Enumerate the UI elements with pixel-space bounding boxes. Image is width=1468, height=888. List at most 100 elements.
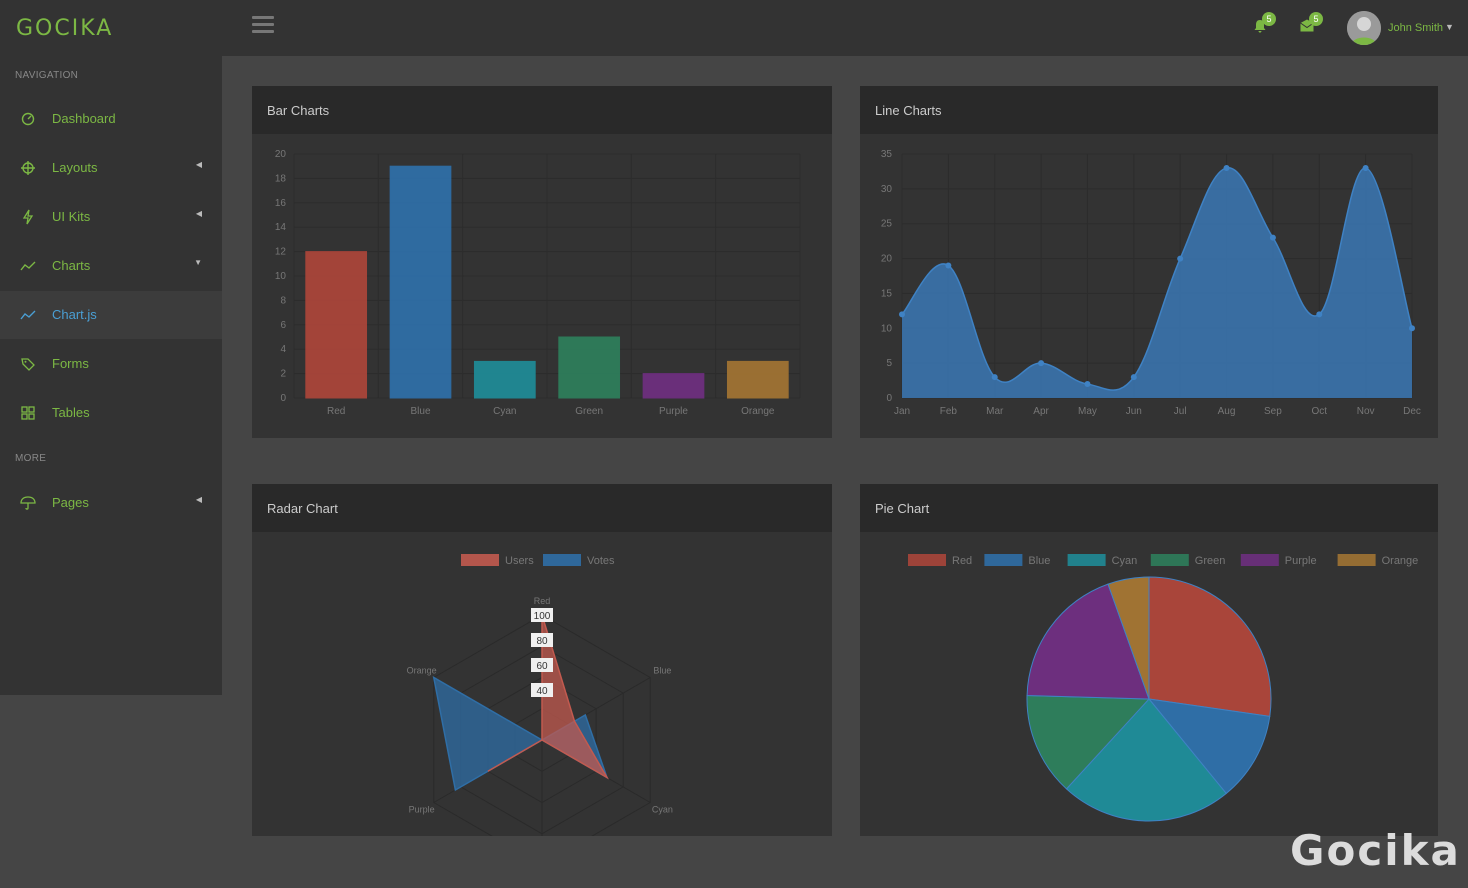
menu-toggle-button[interactable] bbox=[252, 16, 274, 34]
panel-title: Pie Chart bbox=[860, 484, 1438, 532]
x-tick-label: Purple bbox=[659, 406, 688, 417]
caret-down-icon[interactable]: ▼ bbox=[1445, 22, 1454, 32]
x-tick-label: Sep bbox=[1264, 406, 1282, 417]
sidebar-item-tables[interactable]: Tables bbox=[0, 389, 222, 437]
y-tick-label: 4 bbox=[280, 344, 286, 355]
y-tick-label: 12 bbox=[275, 247, 287, 258]
x-tick-label: Nov bbox=[1357, 406, 1375, 417]
x-tick-label: Feb bbox=[940, 406, 958, 417]
pie-slice bbox=[1065, 698, 1227, 822]
sidebar-item-label: Charts bbox=[52, 258, 91, 273]
y-tick-label: 18 bbox=[275, 173, 287, 184]
legend-swatch bbox=[908, 554, 946, 566]
legend-swatch bbox=[461, 554, 499, 566]
data-point bbox=[991, 374, 998, 381]
hamburger-line bbox=[252, 30, 274, 33]
line-chart: 0 5 10 15 20 25 30 35 Jan Feb Mar Apr May Jun Jul Aug Se… bbox=[881, 149, 1421, 417]
pie-chart: Red Blue Cyan Green Purple Orange bbox=[908, 554, 1419, 822]
x-tick-label: Jul bbox=[1174, 406, 1187, 417]
radar-tick-backdrop bbox=[531, 658, 553, 672]
panel-title: Line Charts bbox=[860, 86, 1438, 134]
bar-chart: 0 2 4 6 8 10 12 14 16 18 20 Red Blue Cyan Green Purple O… bbox=[275, 149, 801, 417]
sidebar-item-charts[interactable]: Charts ▼ bbox=[0, 242, 222, 290]
radar-chart-panel: Radar Chart UsersVotesRedBlueCyanGreenPu… bbox=[252, 484, 832, 836]
radar-axis-label: Cyan bbox=[652, 805, 673, 815]
tag-icon bbox=[21, 358, 35, 371]
legend-label: Red bbox=[952, 555, 972, 567]
sidebar-item-pages[interactable]: Pages ◀ bbox=[0, 479, 222, 527]
radar-tick-label: 40 bbox=[536, 686, 548, 697]
legend-label: Purple bbox=[1285, 555, 1317, 567]
y-tick-label: 14 bbox=[275, 222, 287, 233]
data-point bbox=[1362, 164, 1369, 171]
radar-tick-label: 80 bbox=[536, 636, 548, 647]
sidebar-item-label: Dashboard bbox=[52, 111, 116, 126]
grid-icon bbox=[21, 406, 35, 420]
data-point bbox=[1038, 360, 1045, 367]
y-tick-label: 10 bbox=[275, 271, 287, 282]
caret-left-icon: ◀ bbox=[195, 495, 202, 504]
caret-left-icon: ◀ bbox=[195, 209, 202, 218]
legend-label: Green bbox=[1195, 555, 1226, 567]
sidebar-item-layouts[interactable]: Layouts ◀ bbox=[0, 144, 222, 192]
bar bbox=[642, 373, 705, 399]
chart-icon bbox=[20, 310, 36, 320]
y-tick-label: 20 bbox=[881, 254, 893, 265]
sidebar-item-dashboard[interactable]: Dashboard bbox=[0, 95, 222, 143]
radar-tick-backdrop bbox=[531, 608, 553, 622]
legend-label: Votes bbox=[587, 555, 615, 567]
x-tick-label: Red bbox=[327, 406, 345, 417]
legend-swatch bbox=[1240, 554, 1279, 566]
y-tick-label: 15 bbox=[881, 288, 893, 299]
data-point bbox=[945, 262, 952, 269]
sidebar-item-ui-kits[interactable]: UI Kits ◀ bbox=[0, 193, 222, 241]
sidebar-item-chartjs[interactable]: Chart.js bbox=[0, 291, 222, 339]
radar-axis-label: Red bbox=[534, 596, 551, 606]
y-tick-label: 10 bbox=[881, 323, 893, 334]
bar bbox=[558, 336, 621, 399]
pie-slice bbox=[1107, 576, 1150, 700]
pie-slice bbox=[1148, 576, 1272, 717]
x-tick-label: Jun bbox=[1126, 406, 1142, 417]
sidebar-item-forms[interactable]: Forms bbox=[0, 340, 222, 388]
data-point bbox=[899, 311, 905, 318]
hamburger-line bbox=[252, 23, 274, 26]
user-menu-name[interactable]: John Smith bbox=[1388, 22, 1444, 34]
caret-left-icon: ◀ bbox=[195, 160, 202, 169]
bar bbox=[389, 165, 452, 399]
bar-chart-panel: Bar Charts 0 2 4 6 8 10 12 14 16 18 20 Red Blue Cyan G… bbox=[252, 86, 832, 438]
x-tick-label: Oct bbox=[1311, 406, 1327, 417]
pie-slice bbox=[1026, 695, 1151, 790]
data-point bbox=[1269, 234, 1276, 241]
legend-label: Users bbox=[505, 555, 534, 567]
legend-swatch bbox=[1150, 554, 1189, 566]
y-tick-label: 2 bbox=[280, 369, 286, 380]
user-avatar-icon bbox=[1347, 11, 1381, 45]
x-tick-label: Mar bbox=[986, 406, 1004, 417]
sidebar: NAVIGATION Dashboard Layouts ◀ UI Kits ◀… bbox=[0, 56, 222, 695]
layouts-icon bbox=[21, 161, 35, 175]
umbrella-icon bbox=[20, 496, 36, 510]
nav-heading-more: MORE bbox=[15, 453, 47, 464]
chart-icon bbox=[20, 261, 36, 271]
data-point bbox=[1409, 325, 1415, 332]
panel-title: Radar Chart bbox=[252, 484, 832, 532]
x-tick-label: May bbox=[1078, 406, 1097, 417]
sidebar-item-label: UI Kits bbox=[52, 209, 91, 224]
y-tick-label: 30 bbox=[881, 184, 893, 195]
avatar[interactable] bbox=[1347, 11, 1381, 45]
legend-label: Cyan bbox=[1112, 555, 1138, 567]
legend-swatch bbox=[1067, 554, 1106, 566]
radar-axis-label: Orange bbox=[407, 666, 437, 676]
messages-button[interactable]: 5 bbox=[1299, 12, 1323, 40]
y-tick-label: 16 bbox=[275, 198, 287, 209]
notifications-button[interactable]: 5 bbox=[1252, 12, 1276, 40]
brand-logo[interactable]: GOCIKA bbox=[16, 16, 114, 41]
bolt-icon bbox=[22, 209, 34, 225]
sidebar-item-label: Forms bbox=[52, 356, 89, 371]
area-fill bbox=[902, 167, 1412, 398]
legend-label: Orange bbox=[1382, 555, 1419, 567]
hamburger-line bbox=[252, 16, 274, 19]
y-tick-label: 5 bbox=[886, 358, 892, 369]
x-tick-label: Aug bbox=[1218, 406, 1236, 417]
